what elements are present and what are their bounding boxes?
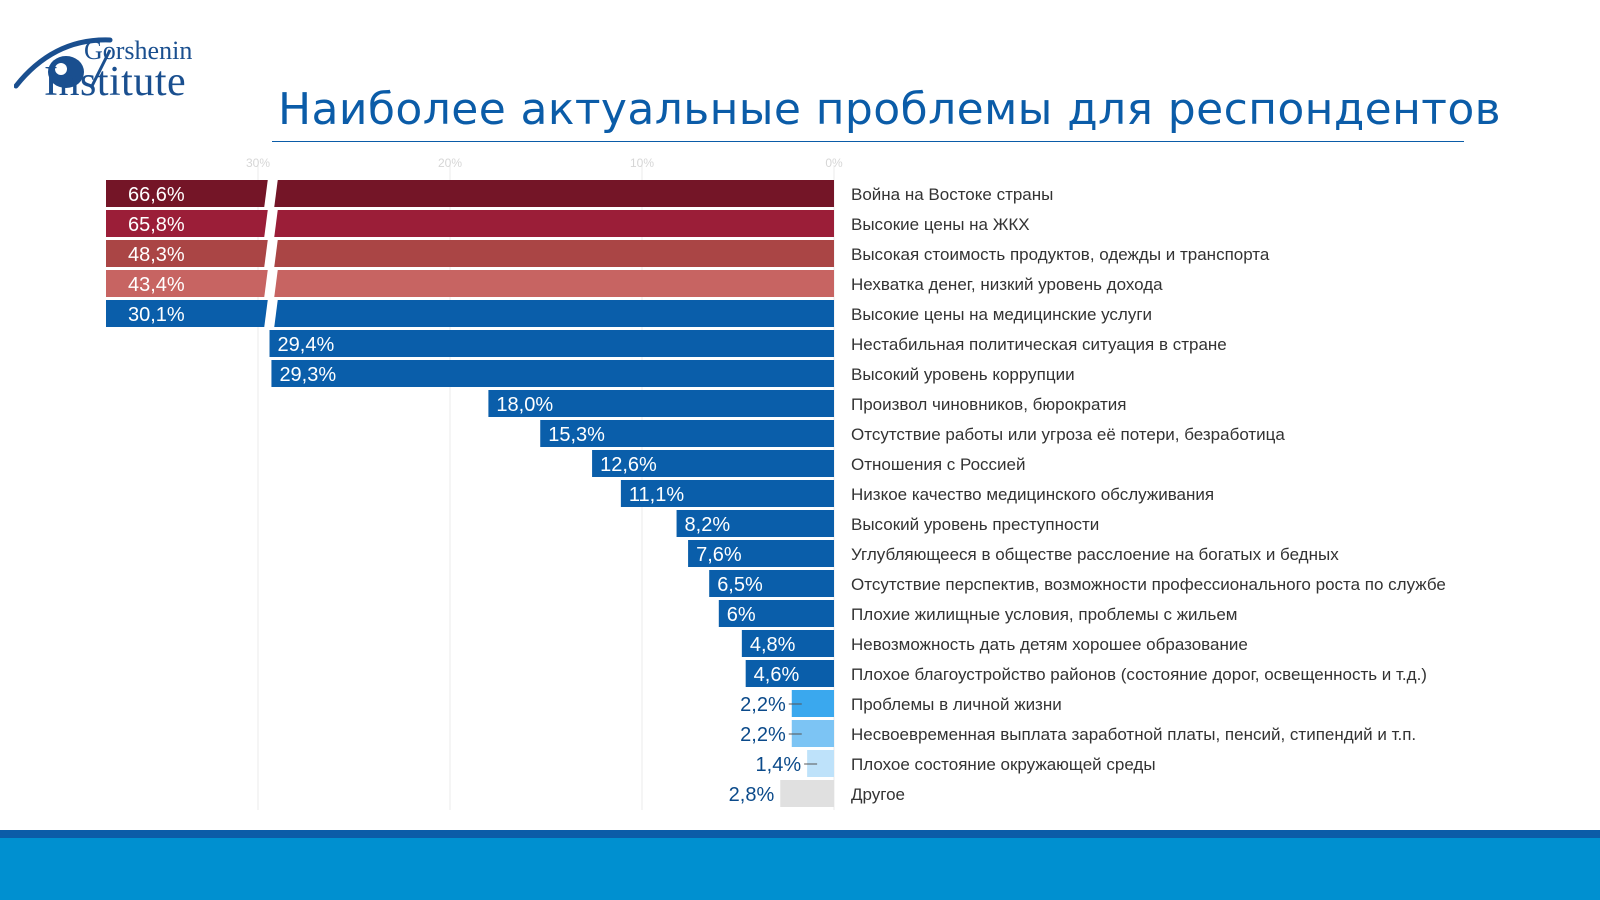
footer-accent-line [0,830,1600,838]
title-underline [272,141,1464,142]
bar [271,360,834,387]
value-label: 12,6% [600,454,657,476]
bar [688,540,834,567]
axis-break [264,238,278,269]
category-label: Высокая стоимость продуктов, одежды и тр… [851,245,1270,264]
value-label: 2,8% [729,784,775,806]
category-label: Отношения с Россией [851,455,1025,474]
category-label: Отсутствие работы или угроза её потери, … [851,425,1285,444]
value-label: 8,2% [685,514,731,536]
page-title: Наиболее актуальные проблемы для респонд… [278,84,1501,135]
category-label: Проблемы в личной жизни [851,695,1062,714]
category-label: Несвоевременная выплата заработной платы… [851,725,1416,744]
bar [676,510,834,537]
logo-text-institute: Institute [44,59,187,105]
bar [540,420,834,447]
bar [106,180,834,207]
logo-text-gorshenin: Gorshenin [84,36,193,65]
category-label: Нестабильная политическая ситуация в стр… [851,335,1227,354]
x-tick-label: 20% [438,156,462,170]
value-label: 1,4% [756,754,802,776]
value-label: 30,1% [128,304,185,326]
category-label: Плохое благоустройство районов (состояни… [851,665,1427,684]
bar [741,630,834,657]
x-tick-label: 0% [825,156,843,170]
value-label: 48,3% [128,244,185,266]
value-label: 4,8% [750,634,796,656]
bar [106,240,834,267]
category-label: Высокие цены на ЖКХ [851,215,1030,234]
category-label: Невозможность дать детям хорошее образов… [851,635,1248,654]
value-label: 43,4% [128,274,185,296]
value-label: 11,1% [629,484,684,506]
value-label: 29,4% [278,334,335,356]
bar [106,300,834,327]
category-label: Высокий уровень коррупции [851,365,1075,384]
bar [592,450,834,477]
bar [488,390,834,417]
category-label: Высокие цены на медицинские услуги [851,305,1152,324]
category-label: Плохие жилищные условия, проблемы с жиль… [851,605,1237,624]
bar [106,270,834,297]
bar [709,570,834,597]
value-label: 7,6% [696,544,742,566]
category-label: Высокий уровень преступности [851,515,1099,534]
axis-break [264,178,278,209]
x-tick-label: 10% [630,156,654,170]
bar [269,330,834,357]
x-tick-label: 30% [246,156,270,170]
bar [745,660,834,687]
eye-arc-icon [14,37,113,89]
bar [620,480,834,507]
problems-bar-chart: 30% 20% 10% 0% 66,6% Война на Востоке страны 6… [106,156,1446,810]
value-label: 18,0% [496,394,553,416]
bar [780,780,834,807]
value-label: 65,8% [128,214,185,236]
category-label: Война на Востоке страны [851,185,1053,204]
category-label: Произвол чиновников, бюрократия [851,395,1127,414]
gorshenin-logo [14,37,113,89]
value-label: 15,3% [548,424,605,446]
value-label: 2,2% [740,694,786,716]
footer-bar [0,830,1600,900]
axis-break [264,298,278,329]
category-label: Углубляющееся в обществе расслоение на б… [851,545,1339,564]
bar [106,210,834,237]
category-label: Плохое состояние окружающей среды [851,755,1156,774]
bar [718,600,834,627]
category-label: Другое [851,785,905,804]
value-label: 4,6% [754,664,800,686]
category-label: Отсутствие перспектив, возможности профе… [851,575,1446,594]
axis-break [264,208,278,239]
value-label: 66,6% [128,184,185,206]
category-label: Низкое качество медицинского обслуживани… [851,485,1214,504]
value-label: 6,5% [717,574,763,596]
value-label: 29,3% [279,364,336,386]
value-label: 6% [727,604,756,626]
category-label: Нехватка денег, низкий уровень дохода [851,275,1163,294]
value-label: 2,2% [740,724,786,746]
axis-break [264,268,278,299]
